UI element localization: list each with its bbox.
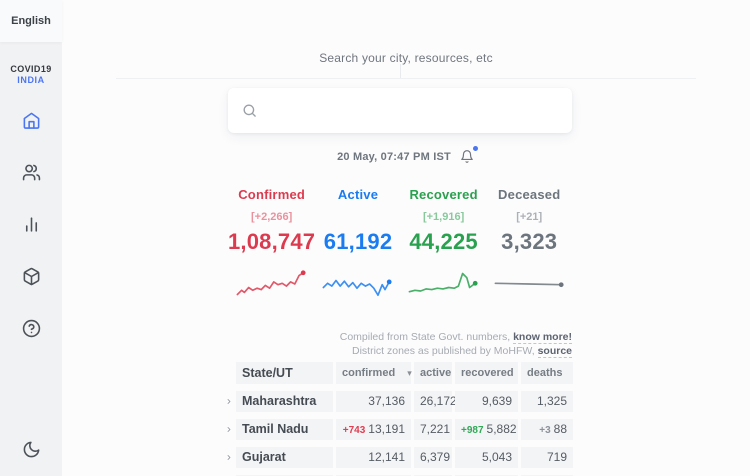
sparkline-row <box>228 262 572 306</box>
package-icon <box>22 267 41 291</box>
deaths-cell: +3 88 <box>521 419 573 440</box>
stat-confirmed[interactable]: Confirmed [+2,266] 1,08,747 <box>228 187 315 255</box>
nav-about[interactable] <box>20 319 42 343</box>
state-name: Tamil Nadu <box>236 419 333 440</box>
nav-essentials[interactable] <box>20 164 42 186</box>
stat-active[interactable]: Active 61,192 <box>315 187 401 255</box>
people-icon <box>22 163 41 187</box>
active-cell: 7,221 <box>414 419 452 440</box>
header-state[interactable]: State/UT <box>236 362 333 384</box>
expand-row-button[interactable] <box>225 391 233 412</box>
stat-label: Recovered <box>409 187 478 202</box>
bar-chart-icon <box>22 215 41 239</box>
bell-icon <box>461 150 473 163</box>
source-notes: Compiled from State Govt. numbers, know … <box>228 330 572 358</box>
search-icon <box>243 104 256 117</box>
search-input[interactable] <box>267 103 558 118</box>
nav-statistics[interactable] <box>20 216 42 238</box>
header-recovered[interactable]: recovered <box>455 362 518 384</box>
stat-value: 61,192 <box>323 229 393 254</box>
theme-toggle[interactable] <box>0 440 62 464</box>
active-cell: 26,172 <box>414 391 457 412</box>
know-more-link[interactable]: know more! <box>513 331 572 344</box>
stat-label: Active <box>337 187 379 202</box>
stat-delta: [+2,266] <box>250 211 293 223</box>
help-icon <box>22 319 41 343</box>
sparkline-active <box>314 262 400 306</box>
header-deaths[interactable]: deaths <box>521 362 573 384</box>
sparkline-recovered <box>400 262 486 306</box>
sidebar: English COVID19 INDIA <box>0 0 62 476</box>
search-box[interactable] <box>228 88 572 133</box>
stat-value: 3,323 <box>501 229 558 254</box>
status-bar: 20 May, 07:47 PM IST <box>62 146 750 165</box>
header-divider <box>116 78 696 79</box>
table-row-tamil-nadu[interactable]: Tamil Nadu +743 13,191 7,221 +987 5,882 +3… <box>225 419 573 440</box>
table-row-maharashtra[interactable]: Maharashtra 37,136 26,172 9,639 1,325 <box>225 391 573 412</box>
deaths-cell: 719 <box>521 447 573 468</box>
source-link[interactable]: source <box>537 345 572 358</box>
note-line-1: Compiled from State Govt. numbers, know … <box>228 330 572 344</box>
nav-resources[interactable] <box>20 267 42 291</box>
home-icon <box>22 111 41 135</box>
recovered-cell: 9,639 <box>455 391 518 412</box>
note-text: Compiled from State Govt. numbers, <box>339 331 511 343</box>
last-updated-timestamp: 20 May, 07:47 PM IST <box>337 151 451 163</box>
expand-row-button[interactable] <box>225 419 233 440</box>
stat-delta: [+1,916] <box>422 211 465 223</box>
header-confirmed[interactable]: confirmed ▾ <box>336 362 412 384</box>
language-selector[interactable]: English <box>0 0 62 42</box>
logo-line1: COVID19 <box>10 64 52 74</box>
confirmed-cell: +743 13,191 <box>336 419 411 440</box>
sort-caret-icon: ▾ <box>407 369 412 379</box>
main-content: Search your city, resources, etc 20 May,… <box>62 0 750 476</box>
notification-bell[interactable] <box>460 146 478 165</box>
sparkline-deceased <box>486 262 572 306</box>
nav-home[interactable] <box>20 112 42 134</box>
state-name: Maharashtra <box>236 391 333 412</box>
stat-value: 44,225 <box>409 229 478 254</box>
recovered-cell: 5,043 <box>455 447 518 468</box>
state-table: State/UT confirmed ▾ active recovered dea… <box>225 362 573 476</box>
header-active[interactable]: active <box>414 362 452 384</box>
confirmed-cell: 37,136 <box>336 391 411 412</box>
note-line-2: District zones as published by MoHFW, so… <box>228 344 572 358</box>
stat-recovered[interactable]: Recovered [+1,916] 44,225 <box>401 187 487 255</box>
header-spacer <box>225 362 233 384</box>
sparkline-confirmed <box>228 262 314 306</box>
language-label: English <box>11 15 51 27</box>
stat-label: Deceased <box>498 187 561 202</box>
moon-icon <box>22 440 41 464</box>
sidebar-nav <box>0 112 62 342</box>
stat-value: 1,08,747 <box>228 229 316 254</box>
active-cell: 6,379 <box>414 447 452 468</box>
deaths-cell: 1,325 <box>521 391 573 412</box>
stat-deceased[interactable]: Deceased [+21] 3,323 <box>486 187 572 255</box>
table-row-gujarat[interactable]: Gujarat 12,141 6,379 5,043 719 <box>225 447 573 468</box>
chevron-right-icon <box>227 399 231 404</box>
chevron-right-icon <box>227 427 231 432</box>
stat-delta: [+21] <box>516 211 543 223</box>
table-header-row: State/UT confirmed ▾ active recovered dea… <box>225 362 573 384</box>
note-text: District zones as published by MoHFW, <box>351 345 535 357</box>
app-logo[interactable]: COVID19 INDIA <box>0 64 62 86</box>
header-divider-tick <box>400 64 401 78</box>
stat-delta <box>315 211 401 223</box>
confirmed-cell: 12,141 <box>336 447 411 468</box>
search-label: Search your city, resources, etc <box>319 51 493 65</box>
logo-line2: INDIA <box>17 75 45 85</box>
chevron-right-icon <box>227 455 231 460</box>
level-stats: Confirmed [+2,266] 1,08,747 Active 61,19… <box>228 187 572 255</box>
expand-row-button[interactable] <box>225 447 233 468</box>
state-name: Gujarat <box>236 447 333 468</box>
recovered-cell: +987 5,882 <box>455 419 518 440</box>
stat-label: Confirmed <box>238 187 306 202</box>
notification-unread-dot <box>472 146 478 151</box>
